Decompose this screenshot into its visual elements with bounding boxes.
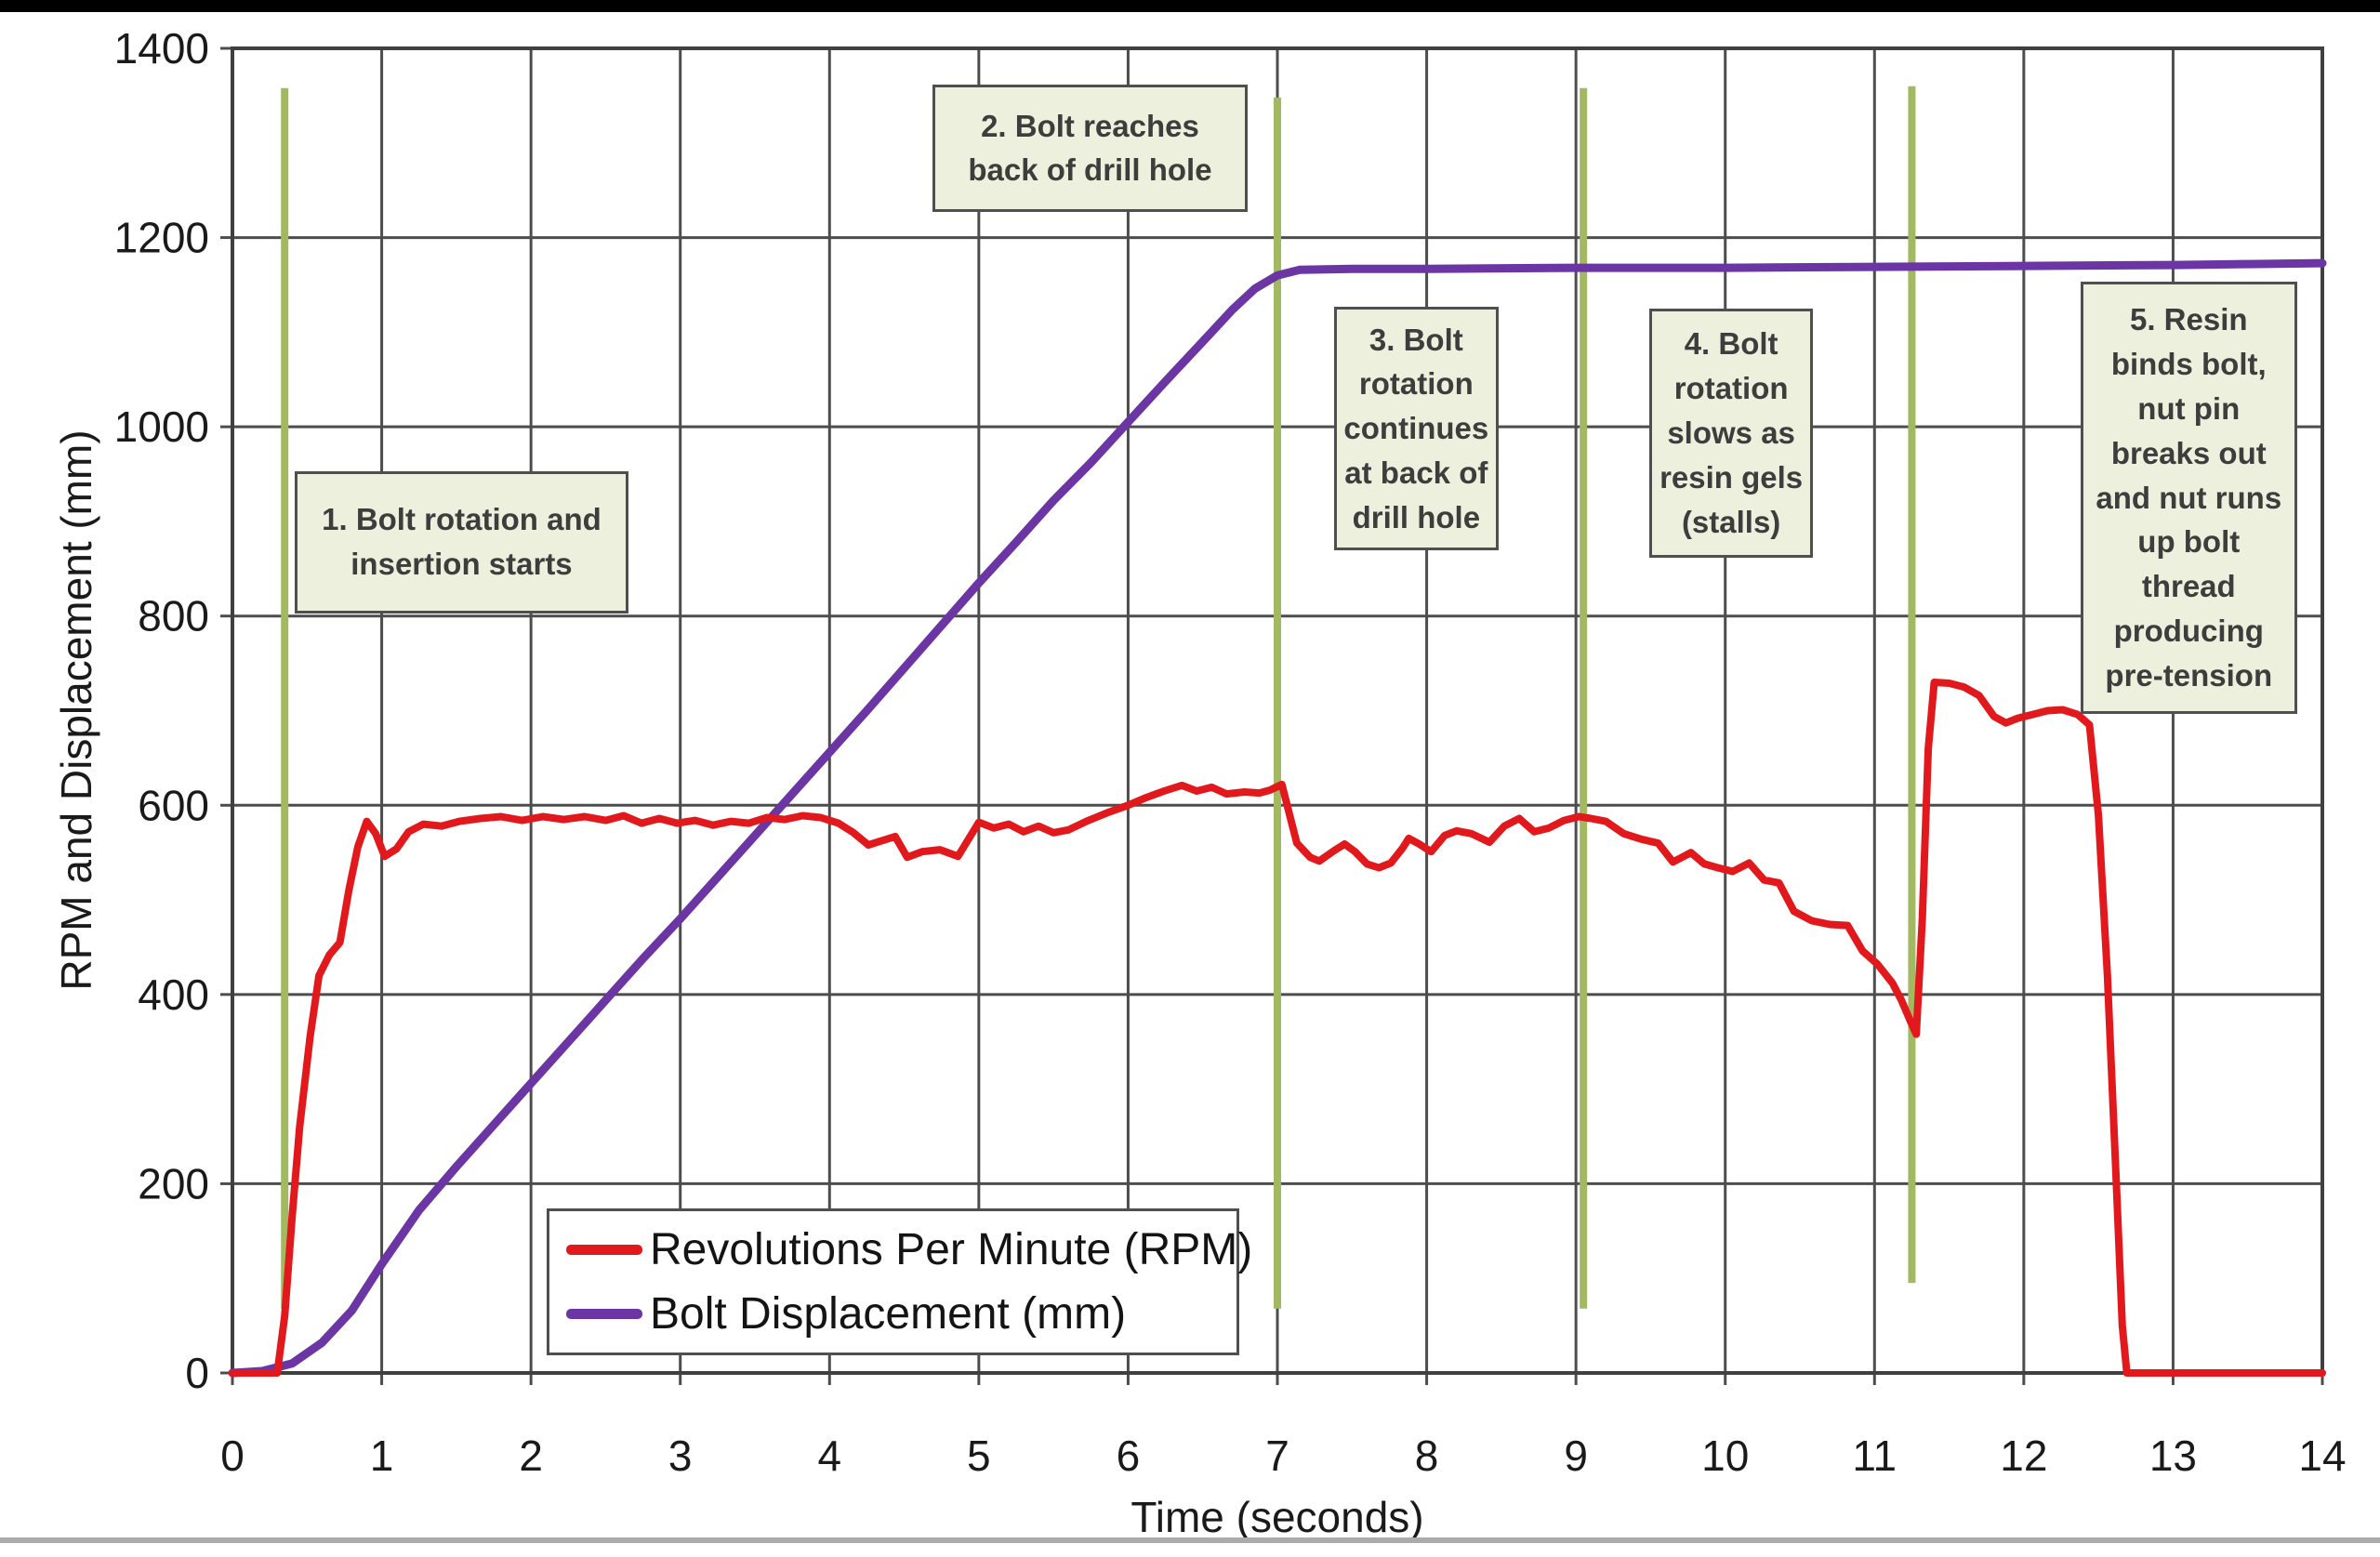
top-border-bar <box>0 0 2380 12</box>
y-tick-label: 400 <box>138 970 209 1019</box>
x-tick-label: 2 <box>519 1432 543 1480</box>
x-tick-label: 12 <box>2000 1432 2047 1480</box>
annotation-box-3: 3. Bolt rotation continues at back of dr… <box>1334 306 1499 551</box>
y-tick-label: 200 <box>138 1159 209 1207</box>
y-axis-title: RPM and Displacement (mm) <box>52 429 100 990</box>
x-tick-label: 14 <box>2298 1432 2346 1480</box>
x-tick-label: 0 <box>220 1432 245 1480</box>
x-tick-label: 7 <box>1265 1432 1289 1480</box>
gridlines <box>220 46 2324 1385</box>
plot-border-rect <box>231 46 2324 1375</box>
tick-labels: 0 1 2 3 4 5 6 7 8 9 10 11 12 13 1402004006008001000120… <box>114 24 2347 1480</box>
x-tick-label: 3 <box>668 1432 693 1480</box>
legend-item-rpm: Revolutions Per Minute (RPM) <box>566 1224 1252 1275</box>
x-tick-label: 10 <box>1701 1432 1749 1480</box>
bottom-border-rule <box>0 1537 2380 1543</box>
x-tick-label: 8 <box>1415 1432 1439 1480</box>
event-lines <box>281 86 1916 1309</box>
x-axis-title: Time (seconds) <box>1130 1493 1423 1541</box>
x-tick-label: 9 <box>1564 1432 1588 1480</box>
x-tick-label: 13 <box>2149 1432 2197 1480</box>
legend: Revolutions Per Minute (RPM) Bolt Displa… <box>547 1208 1252 1355</box>
legend-label-displacement: Bolt Displacement (mm) <box>650 1289 1127 1339</box>
plot-border <box>231 46 2324 1375</box>
series-lines <box>228 258 2327 1378</box>
annotation-box-5: 5. Resin binds bolt, nut pin breaks out … <box>2080 282 2297 714</box>
y-tick-label: 1000 <box>114 402 209 451</box>
rpm-line-swatch <box>566 1245 642 1255</box>
x-tick-label: 1 <box>370 1432 394 1480</box>
rpm-series-line <box>229 679 2326 1377</box>
annotation-box-1: 1. Bolt rotation and insertion starts <box>295 470 628 614</box>
displacement-series-line <box>228 258 2327 1378</box>
annotation-box-4: 4. Bolt rotation slows as resin gels (st… <box>1648 308 1814 558</box>
displacement-line-swatch <box>566 1309 642 1319</box>
x-tick-label: 4 <box>817 1432 841 1480</box>
y-tick-label: 1200 <box>114 214 209 262</box>
x-tick-label: 5 <box>967 1432 991 1480</box>
y-tick-label: 0 <box>185 1349 209 1397</box>
x-tick-label: 11 <box>1852 1432 1897 1480</box>
annotation-box-2: 2. Bolt reaches back of drill hole <box>932 84 1248 213</box>
x-tick-label: 6 <box>1117 1432 1141 1480</box>
y-tick-label: 800 <box>138 592 209 640</box>
y-tick-label: 600 <box>138 781 209 829</box>
y-tick-label: 1400 <box>114 24 209 73</box>
legend-label-rpm: Revolutions Per Minute (RPM) <box>650 1225 1253 1274</box>
legend-item-displacement: Bolt Displacement (mm) <box>566 1288 1236 1339</box>
